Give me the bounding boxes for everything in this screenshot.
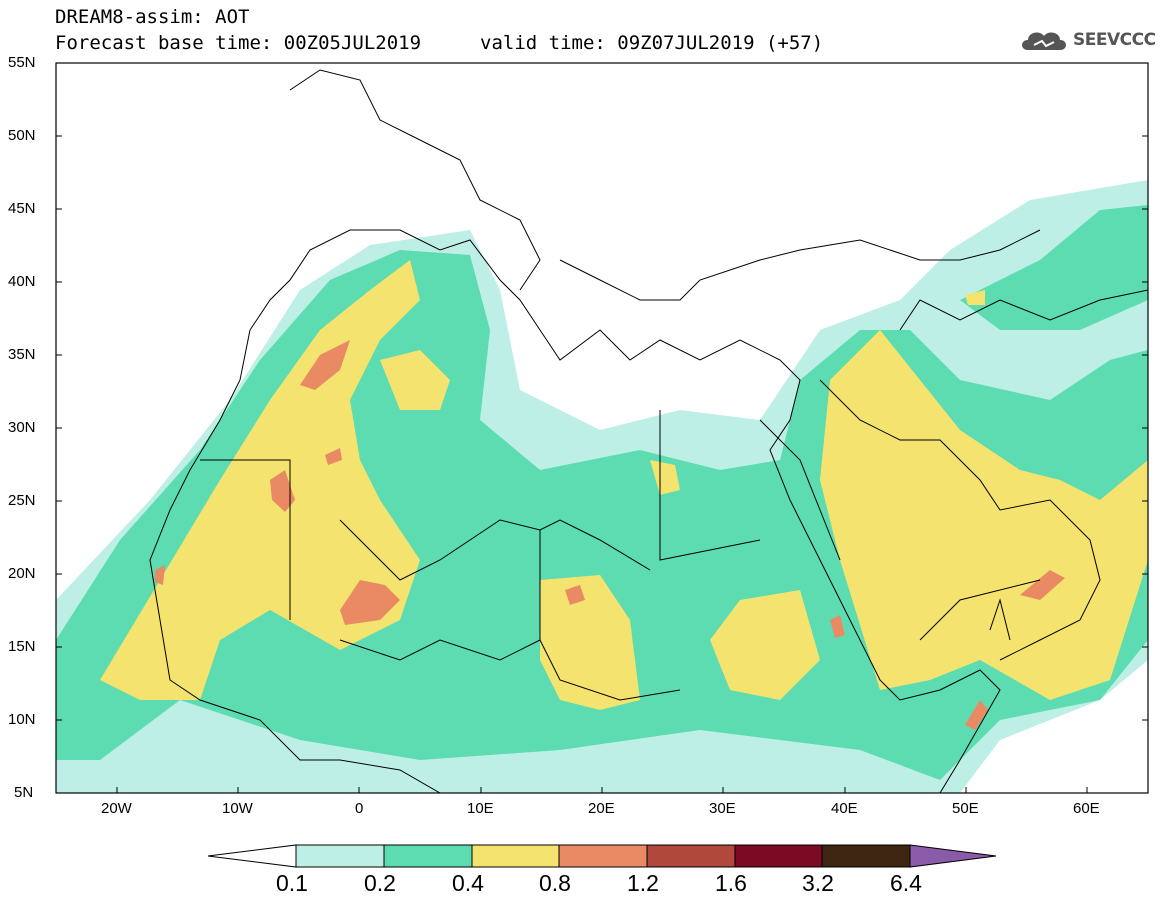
aot-layer-0.8 [155,340,1065,730]
colorbar-arrow-right [909,844,997,868]
lon-label: 30E [709,800,736,817]
colorbar-label: 0.4 [452,870,484,896]
map-title: DREAM8-assim: AOT [55,6,250,28]
lat-label: 50N [8,127,36,144]
cloud-icon [1022,32,1066,50]
lat-label: 40N [8,273,36,290]
lat-label: 35N [8,346,36,363]
colorbar-swatch [471,844,560,868]
lat-label: 15N [8,638,36,655]
colorbar-swatch [734,844,823,868]
lon-label: 20E [588,800,615,817]
coastlines [149,69,1148,793]
axis-ticks [56,62,1148,793]
colorbar-label: 6.4 [890,870,922,896]
lat-label: 20N [8,565,36,582]
logo-text: SEEVCCC [1073,30,1156,50]
colorbar-swatch [646,844,736,868]
lat-label: 25N [8,492,36,509]
colorbar-label: 0.2 [364,870,396,896]
colorbar-label: 3.2 [802,870,834,896]
lat-label: 30N [8,419,36,436]
lon-label: 50E [952,800,979,817]
colorbar-swatch [558,844,648,868]
forecast-base-time: Forecast base time: 00Z05JUL2019 [55,32,422,54]
lat-label: 55N [8,54,36,71]
lat-label: 45N [8,200,36,217]
colorbar-label: 1.2 [627,870,659,896]
colorbar-label: 1.6 [715,870,747,896]
colorbar-swatch [821,844,911,868]
colorbar-label: 0.1 [276,870,308,896]
colorbar-arrow-left [207,844,297,868]
colorbar-label: 0.8 [539,870,571,896]
lon-label: 10W [222,800,253,817]
colorbar-swatch [383,844,473,868]
lon-label: 10E [467,800,494,817]
lat-label: 10N [8,711,36,728]
valid-time: valid time: 09Z07JUL2019 (+57) [480,32,824,54]
lon-label: 40E [831,800,858,817]
lon-label: 20W [101,800,132,817]
colorbar [207,844,997,868]
colorbar-swatch [295,844,385,868]
lon-label: 0 [355,800,364,817]
lat-label: 5N [14,784,34,801]
lon-label: 60E [1073,800,1100,817]
